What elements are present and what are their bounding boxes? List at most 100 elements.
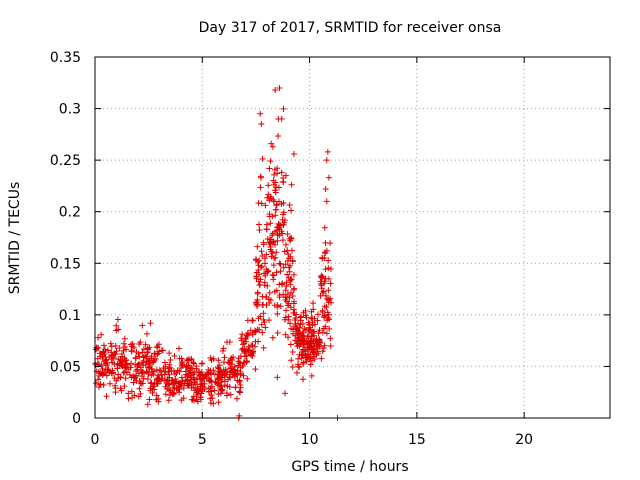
data-point xyxy=(218,387,225,394)
data-point xyxy=(327,265,334,272)
data-point xyxy=(318,274,325,281)
data-point xyxy=(115,375,122,382)
data-point xyxy=(113,348,120,355)
data-point xyxy=(230,369,237,376)
data-point xyxy=(210,355,217,362)
data-point xyxy=(263,251,270,258)
data-point xyxy=(129,343,136,350)
y-tick-label: 0 xyxy=(72,411,81,427)
data-point xyxy=(227,374,234,381)
data-point xyxy=(298,355,305,362)
data-point xyxy=(112,342,119,349)
data-point xyxy=(288,181,295,188)
data-point xyxy=(264,194,271,201)
data-point xyxy=(258,248,265,255)
data-point xyxy=(287,281,294,288)
data-point xyxy=(95,376,102,383)
data-point xyxy=(124,362,131,369)
data-point xyxy=(135,393,142,400)
data-point xyxy=(319,307,326,314)
data-point xyxy=(324,148,331,155)
data-point xyxy=(275,198,282,205)
data-point xyxy=(100,349,107,356)
data-point xyxy=(287,253,294,260)
data-point xyxy=(154,344,161,351)
data-point xyxy=(288,207,295,214)
data-point xyxy=(189,365,196,372)
data-point xyxy=(315,330,322,337)
data-point xyxy=(223,339,230,346)
data-point xyxy=(144,330,151,337)
data-point xyxy=(220,359,227,366)
data-point xyxy=(191,397,198,404)
data-point xyxy=(266,240,273,247)
data-point xyxy=(224,383,231,390)
data-point xyxy=(193,389,200,396)
data-point xyxy=(277,303,284,310)
data-point xyxy=(308,343,315,350)
data-point xyxy=(226,360,233,367)
data-point xyxy=(161,359,168,366)
data-point xyxy=(288,357,295,364)
data-point xyxy=(282,287,289,294)
data-point xyxy=(269,334,276,341)
data-point xyxy=(130,379,137,386)
data-point xyxy=(301,325,308,332)
data-point xyxy=(270,177,277,184)
data-point xyxy=(179,378,186,385)
data-point xyxy=(218,377,225,384)
data-point xyxy=(325,257,332,264)
data-point xyxy=(202,372,209,379)
data-point xyxy=(296,351,303,358)
data-point xyxy=(235,362,242,369)
data-point xyxy=(98,331,105,338)
data-point xyxy=(286,202,293,209)
data-point xyxy=(96,350,103,357)
y-tick-label: 0.35 xyxy=(50,50,81,66)
data-point xyxy=(132,355,139,362)
data-point xyxy=(198,369,205,376)
data-point xyxy=(201,380,208,387)
data-point xyxy=(239,331,246,338)
data-point xyxy=(109,352,116,359)
data-point xyxy=(275,220,282,227)
data-point xyxy=(153,366,160,373)
data-point xyxy=(324,309,331,316)
data-point xyxy=(171,353,178,360)
data-point xyxy=(273,184,280,191)
data-point xyxy=(281,217,288,224)
data-point xyxy=(289,363,296,370)
data-point xyxy=(325,287,332,294)
data-point xyxy=(153,396,160,403)
data-point xyxy=(257,173,264,180)
data-point xyxy=(139,322,146,329)
data-point xyxy=(327,240,334,247)
data-point xyxy=(283,307,290,314)
data-point xyxy=(284,291,291,298)
data-point xyxy=(241,340,248,347)
data-point xyxy=(323,198,330,205)
data-point xyxy=(227,364,234,371)
data-point xyxy=(108,370,115,377)
data-point xyxy=(281,316,288,323)
data-point xyxy=(123,356,130,363)
data-point xyxy=(207,395,214,402)
data-point xyxy=(265,191,272,198)
data-point xyxy=(191,369,198,376)
data-point xyxy=(309,315,316,322)
data-point xyxy=(157,378,164,385)
data-point xyxy=(271,171,278,178)
data-point xyxy=(258,121,265,128)
data-point xyxy=(310,306,317,313)
data-point xyxy=(211,370,218,377)
data-point xyxy=(274,165,281,172)
data-point xyxy=(326,325,333,332)
grid-lines xyxy=(95,57,610,418)
data-point xyxy=(147,385,154,392)
data-point xyxy=(288,247,295,254)
data-point xyxy=(240,341,247,348)
data-point xyxy=(180,395,187,402)
data-point xyxy=(266,317,273,324)
data-point xyxy=(321,224,328,231)
data-point xyxy=(276,291,283,298)
